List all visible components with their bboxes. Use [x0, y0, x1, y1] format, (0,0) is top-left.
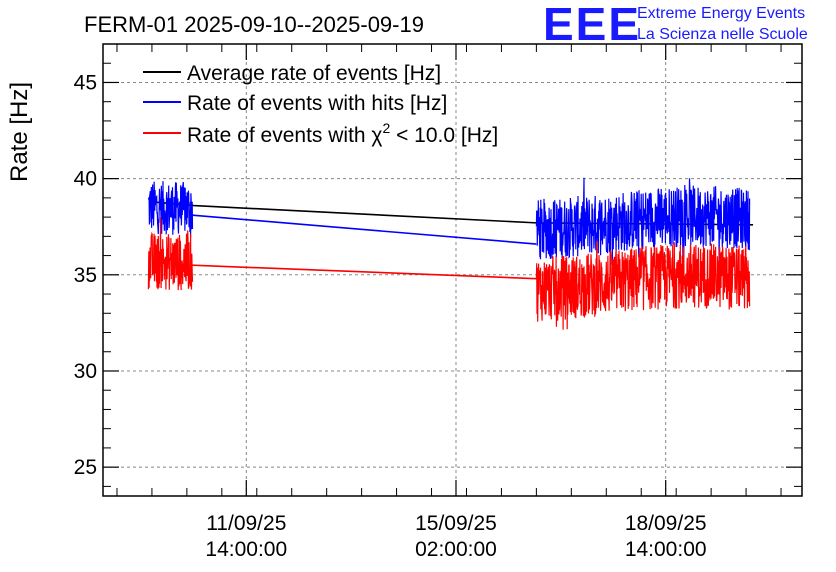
y-tick-label: 25	[74, 456, 97, 479]
series-hits-gap-line	[192, 214, 537, 245]
y-tick-label: 40	[74, 168, 97, 191]
legend-label-chi: Rate of events with χ2 < 10.0 [Hz]	[187, 120, 498, 147]
y-tick-label: 30	[74, 360, 97, 383]
eee-logo: EEE Extreme Energy Events La Scienza nel…	[543, 0, 808, 50]
x-tick-label-time: 14:00:00	[625, 538, 707, 561]
x-tick-label-date: 18/09/25	[625, 512, 707, 535]
x-tick-label-date: 15/09/25	[415, 512, 497, 535]
x-tick-label-time: 02:00:00	[415, 538, 497, 561]
series-hits-segment	[535, 177, 751, 265]
legend: Average rate of events [Hz] Rate of even…	[143, 62, 498, 147]
axis-ticks	[103, 43, 802, 496]
tick-labels: 25 30 35 40 45 11/09/25 14:00:00 15/09/25 02:00:…	[74, 71, 707, 561]
data-series	[147, 177, 754, 330]
series-chi-segment	[535, 240, 751, 330]
logo-line1: Extreme Energy Events	[637, 5, 805, 22]
y-tick-label: 45	[74, 71, 97, 94]
plot-frame	[102, 43, 803, 497]
legend-label-avg: Average rate of events [Hz]	[187, 62, 441, 85]
series-hits-segment	[147, 181, 194, 238]
y-tick-label: 35	[74, 264, 97, 287]
series-chi-gap-line	[192, 264, 537, 280]
y-axis-label: Rate [Hz]	[6, 82, 33, 182]
chart-title: FERM-01 2025-09-10--2025-09-19	[84, 12, 424, 37]
x-tick-label-time: 14:00:00	[205, 538, 287, 561]
x-tick-label-date: 11/09/25	[206, 512, 286, 535]
logo-line2: La Scienza nelle Scuole	[637, 26, 808, 43]
series-chi-segment	[147, 217, 194, 291]
logo-mark: EEE	[543, 0, 641, 50]
legend-label-hits: Rate of events with hits [Hz]	[187, 92, 447, 115]
